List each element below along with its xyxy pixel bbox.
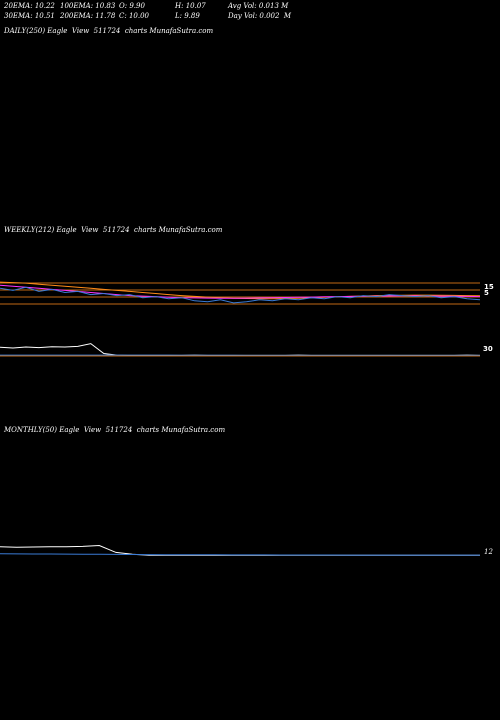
stats-row-1: 20EMA: 10.22 100EMA: 10.83 O: 9.90 H: 10…: [4, 1, 291, 11]
ema100-value: 100EMA: 10.83: [60, 2, 116, 10]
ema20-value: 20EMA: 10.22: [4, 2, 55, 10]
daily-caption: DAILY(250) Eagle View 511724 charts Muna…: [4, 27, 214, 35]
monthly-volume-panel: 12: [0, 544, 493, 556]
weekly-price-tick: 15: [484, 283, 494, 291]
avg-volume-value: Avg Vol: 0.013 M: [228, 2, 289, 10]
close-value: C: 10.00: [119, 12, 149, 20]
day-volume-value: Day Vol: 0.002 M: [228, 12, 292, 20]
open-value: O: 9.90: [119, 2, 145, 10]
monthly-volume-tick: 12: [484, 548, 493, 556]
weekly-price-panel: 15 5: [0, 281, 494, 305]
weekly-price-tick-shadow: 5: [484, 289, 489, 297]
ema30-value: 30EMA: 10.51: [4, 12, 55, 20]
high-value: H: 10.07: [175, 2, 206, 10]
weekly-volume-tick: 30: [483, 345, 493, 353]
weekly-price-line: [0, 286, 481, 304]
weekly-volume-panel: 30: [0, 343, 493, 357]
low-value: L: 9.89: [175, 12, 200, 20]
ema200-value: 200EMA: 11.78: [60, 12, 116, 20]
stats-header: 20EMA: 10.22 100EMA: 10.83 O: 9.90 H: 10…: [4, 1, 291, 21]
monthly-avg-volume-line: [0, 553, 480, 556]
weekly-caption: WEEKLY(212) Eagle View 511724 charts Mun…: [4, 226, 223, 234]
monthly-caption: MONTHLY(50) Eagle View 511724 charts Mun…: [4, 426, 226, 434]
stats-row-2: 30EMA: 10.51 200EMA: 11.78 C: 10.00 L: 9…: [4, 11, 291, 21]
weekly-volume-line: [0, 343, 481, 356]
